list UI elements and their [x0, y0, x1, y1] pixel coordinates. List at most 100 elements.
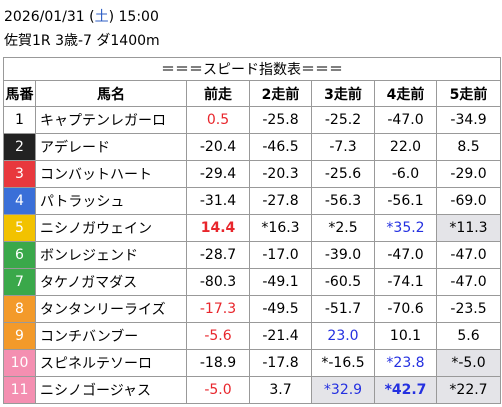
time: ) 15:00 [108, 9, 159, 25]
horse-name: ニシノガウェイン [35, 214, 187, 242]
speed-index: *32.9 [311, 376, 375, 404]
speed-index: -39.0 [311, 241, 375, 269]
header-row: 馬番 馬名 前走 2走前 3走前 4走前 5走前 [3, 80, 502, 107]
speed-index: -18.9 [186, 349, 250, 377]
speed-index: -47.0 [374, 241, 437, 269]
horse-number: 11 [3, 376, 36, 404]
speed-index: -25.2 [311, 106, 375, 134]
horse-name: コンバットハート [35, 160, 187, 188]
speed-index: 14.4 [186, 214, 250, 242]
speed-index: 5.6 [435, 322, 502, 350]
speed-index: -70.6 [374, 295, 437, 323]
horse-name: アデレード [35, 133, 187, 161]
speed-index: *22.7 [435, 376, 502, 404]
table-row: 3 コンバットハート -29.4 -20.3 -25.6 -6.0 -29.0 [3, 160, 502, 188]
speed-index: -56.1 [374, 187, 437, 215]
speed-index: *11.3 [435, 214, 502, 242]
speed-index: -47.0 [435, 268, 502, 296]
speed-index: 23.0 [311, 322, 375, 350]
horse-name: タンタンリーライズ [35, 295, 187, 323]
speed-index: -60.5 [311, 268, 375, 296]
table-row: 5 ニシノガウェイン 14.4 *16.3 *2.5 *35.2 *11.3 [3, 214, 502, 242]
speed-index: -29.0 [435, 160, 502, 188]
table-row: 10 スピネルテソーロ -18.9 -17.8 *-16.5 *23.8 *-5.0 [3, 349, 502, 377]
horse-name: コンチバンブー [35, 322, 187, 350]
speed-index: *35.2 [374, 214, 437, 242]
horse-number: 10 [3, 349, 36, 377]
speed-index: -27.8 [249, 187, 312, 215]
speed-table: ＝＝＝スピード指数表＝＝＝ 馬番 馬名 前走 2走前 3走前 4走前 5走前 1 キャプテンレ… [2, 57, 502, 404]
weekday: 土 [94, 9, 109, 25]
column-header: 4走前 [374, 80, 437, 107]
speed-index: *-5.0 [435, 349, 502, 377]
table-row: 6 ボンレジェンド -28.7 -17.0 -39.0 -47.0 -47.0 [3, 241, 502, 269]
column-header: 2走前 [249, 80, 312, 107]
speed-index: 22.0 [374, 133, 437, 161]
speed-index: -69.0 [435, 187, 502, 215]
table-row: 9 コンチバンブー -5.6 -21.4 23.0 10.1 5.6 [3, 322, 502, 350]
column-header: 馬番 [3, 80, 36, 107]
speed-index: -7.3 [311, 133, 375, 161]
speed-index: *23.8 [374, 349, 437, 377]
speed-index: -5.0 [186, 376, 250, 404]
table-row: 2 アデレード -20.4 -46.5 -7.3 22.0 8.5 [3, 133, 502, 161]
speed-index: -49.5 [249, 295, 312, 323]
speed-index: *-16.5 [311, 349, 375, 377]
column-header: 前走 [186, 80, 250, 107]
horse-number: 7 [3, 268, 36, 296]
table-row: 7 タケノガマダス -80.3 -49.1 -60.5 -74.1 -47.0 [3, 268, 502, 296]
horse-number: 8 [3, 295, 36, 323]
speed-index: -25.6 [311, 160, 375, 188]
table-title: ＝＝＝スピード指数表＝＝＝ [2, 57, 502, 81]
race-info: 佐賀1R 3歳-7 ダ1400m [4, 33, 160, 49]
table-row: 1 キャプテンレガーロ 0.5 -25.8 -25.2 -47.0 -34.9 [3, 106, 502, 134]
horse-number: 1 [3, 106, 36, 134]
horse-name: ニシノゴージャス [35, 376, 187, 404]
speed-index: -74.1 [374, 268, 437, 296]
speed-index: -47.0 [435, 241, 502, 269]
speed-index: -28.7 [186, 241, 250, 269]
table-row: 4 パトラッシュ -31.4 -27.8 -56.3 -56.1 -69.0 [3, 187, 502, 215]
speed-index: -34.9 [435, 106, 502, 134]
speed-index: -31.4 [186, 187, 250, 215]
speed-index: -25.8 [249, 106, 312, 134]
table-body: 1 キャプテンレガーロ 0.5 -25.8 -25.2 -47.0 -34.9 2 アデレード -… [3, 106, 502, 404]
column-header: 5走前 [435, 80, 502, 107]
speed-index: -17.0 [249, 241, 312, 269]
horse-name: パトラッシュ [35, 187, 187, 215]
speed-index: -5.6 [186, 322, 250, 350]
speed-index: -46.5 [249, 133, 312, 161]
speed-index: -21.4 [249, 322, 312, 350]
table-row: 8 タンタンリーライズ -17.3 -49.5 -51.7 -70.6 -23.5 [3, 295, 502, 323]
horse-number: 5 [3, 214, 36, 242]
speed-index: *16.3 [249, 214, 312, 242]
speed-index: *2.5 [311, 214, 375, 242]
speed-index: 0.5 [186, 106, 250, 134]
speed-index: -6.0 [374, 160, 437, 188]
speed-index: -20.3 [249, 160, 312, 188]
horse-number: 6 [3, 241, 36, 269]
column-header: 3走前 [311, 80, 375, 107]
speed-index: -17.8 [249, 349, 312, 377]
speed-index: *42.7 [374, 376, 437, 404]
horse-number: 3 [3, 160, 36, 188]
speed-index: 8.5 [435, 133, 502, 161]
speed-index: 3.7 [249, 376, 312, 404]
speed-index: 10.1 [374, 322, 437, 350]
horse-name: キャプテンレガーロ [35, 106, 187, 134]
table-row: 11 ニシノゴージャス -5.0 3.7 *32.9 *42.7 *22.7 [3, 376, 502, 404]
speed-index: -49.1 [249, 268, 312, 296]
speed-index: -17.3 [186, 295, 250, 323]
horse-name: ボンレジェンド [35, 241, 187, 269]
column-header: 馬名 [35, 80, 187, 107]
horse-number: 2 [3, 133, 36, 161]
speed-index: -47.0 [374, 106, 437, 134]
speed-index: -80.3 [186, 268, 250, 296]
speed-index: -56.3 [311, 187, 375, 215]
horse-name: タケノガマダス [35, 268, 187, 296]
horse-number: 9 [3, 322, 36, 350]
date-line: 2026/01/31 (土) 15:00 [4, 6, 159, 26]
horse-number: 4 [3, 187, 36, 215]
horse-name: スピネルテソーロ [35, 349, 187, 377]
